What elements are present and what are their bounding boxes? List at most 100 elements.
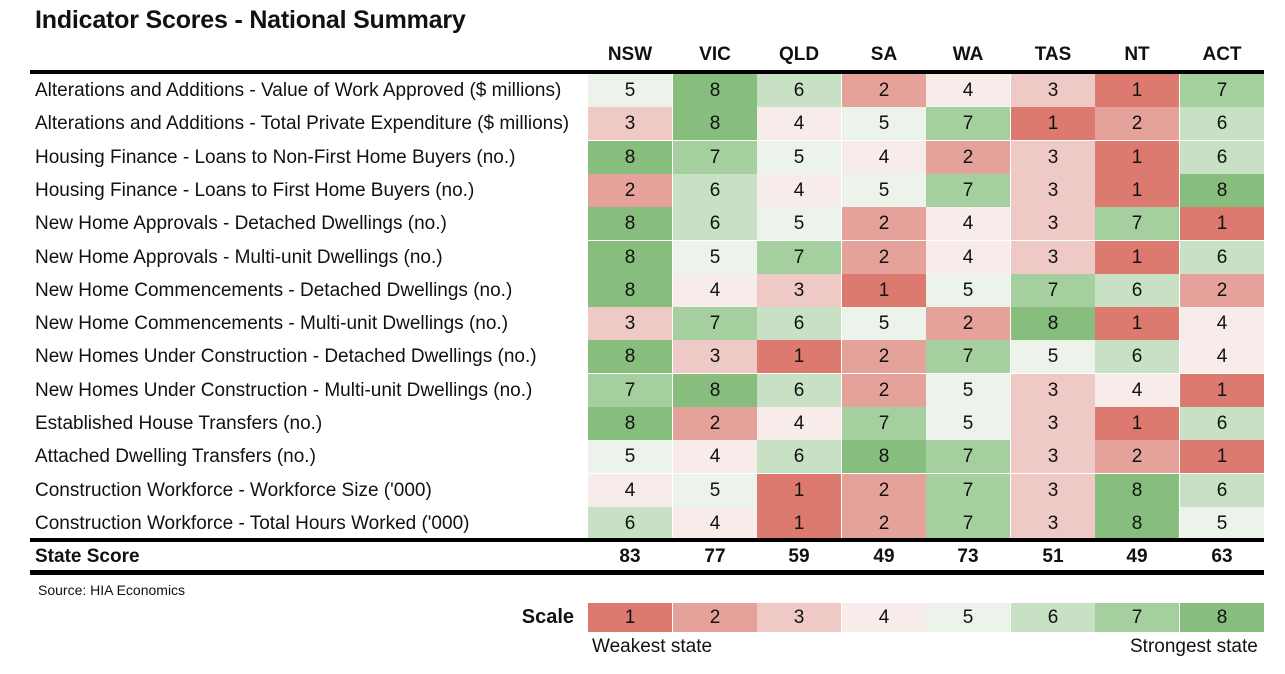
score-cell: 7 (673, 307, 757, 340)
indicator-label: New Home Commencements - Detached Dwelli… (35, 280, 513, 301)
state-header-nt: NT (1124, 44, 1150, 65)
state-header-tas: TAS (1034, 44, 1072, 65)
score-cell: 8 (1095, 507, 1179, 540)
score-cell: 2 (842, 241, 926, 274)
page-title: Indicator Scores - National Summary (35, 6, 466, 34)
scale-swatch: 7 (1095, 603, 1179, 632)
state-header-wa: WA (952, 44, 984, 65)
state-header-nsw: NSW (607, 44, 653, 65)
state-score-label: State Score (35, 546, 140, 567)
score-cell: 6 (1095, 340, 1179, 373)
scale-strongest-caption: Strongest state (1130, 636, 1258, 657)
score-cell: 8 (1011, 307, 1095, 340)
score-cell: 6 (1180, 407, 1264, 440)
score-cell: 3 (1011, 407, 1095, 440)
score-cell: 8 (1095, 474, 1179, 507)
scale-swatch: 5 (926, 603, 1010, 632)
score-cell: 1 (1180, 440, 1264, 473)
score-cell: 1 (1095, 174, 1179, 207)
score-cell: 2 (673, 407, 757, 440)
score-cell: 5 (926, 374, 1010, 407)
score-cell: 4 (1180, 307, 1264, 340)
state-score-value: 49 (1126, 546, 1148, 567)
scale-swatch: 8 (1180, 603, 1264, 632)
score-cell: 2 (1180, 274, 1264, 307)
score-cell: 8 (588, 340, 672, 373)
scale-swatch: 3 (757, 603, 841, 632)
score-cell: 3 (1011, 207, 1095, 240)
score-cell: 5 (842, 107, 926, 140)
state-header-sa: SA (870, 44, 898, 65)
indicator-label: Housing Finance - Loans to Non-First Hom… (35, 147, 516, 168)
score-cell: 6 (1180, 474, 1264, 507)
score-cell: 7 (757, 241, 841, 274)
indicator-label: Established House Transfers (no.) (35, 413, 323, 434)
score-cell: 8 (588, 274, 672, 307)
score-cell: 1 (1180, 207, 1264, 240)
score-cell: 6 (757, 374, 841, 407)
indicator-label: New Home Approvals - Multi-unit Dwelling… (35, 247, 443, 268)
score-cell: 5 (926, 274, 1010, 307)
score-cell: 6 (757, 74, 841, 107)
score-cell: 5 (842, 174, 926, 207)
score-cell: 1 (757, 507, 841, 540)
score-cell: 4 (757, 174, 841, 207)
state-score-value: 51 (1042, 546, 1064, 567)
top-rule (30, 70, 1264, 74)
score-cell: 3 (1011, 241, 1095, 274)
score-cell: 3 (588, 307, 672, 340)
scale-swatch: 2 (673, 603, 757, 632)
score-cell: 2 (926, 307, 1010, 340)
score-cell: 7 (1011, 274, 1095, 307)
score-top-rule (30, 538, 1264, 542)
score-bottom-rule (30, 570, 1264, 575)
score-cell: 6 (673, 207, 757, 240)
score-cell: 5 (673, 241, 757, 274)
score-cell: 7 (926, 474, 1010, 507)
scale-weakest-caption: Weakest state (592, 636, 713, 657)
score-cell: 8 (588, 141, 672, 174)
score-cell: 5 (588, 440, 672, 473)
indicator-label: Housing Finance - Loans to First Home Bu… (35, 180, 475, 201)
score-cell: 4 (757, 407, 841, 440)
score-cell: 7 (673, 141, 757, 174)
score-cell: 5 (673, 474, 757, 507)
score-cell: 4 (926, 241, 1010, 274)
indicator-label: New Home Commencements - Multi-unit Dwel… (35, 313, 509, 334)
score-cell: 3 (588, 107, 672, 140)
score-cell: 6 (588, 507, 672, 540)
score-cell: 4 (1095, 374, 1179, 407)
score-cell: 4 (588, 474, 672, 507)
score-cell: 5 (588, 74, 672, 107)
score-cell: 7 (926, 107, 1010, 140)
score-cell: 3 (1011, 440, 1095, 473)
score-cell: 8 (842, 440, 926, 473)
score-cell: 1 (1095, 307, 1179, 340)
state-score-value: 49 (873, 546, 895, 567)
scale-swatch: 4 (842, 603, 926, 632)
score-cell: 6 (673, 174, 757, 207)
indicator-label: Construction Workforce - Workforce Size … (35, 480, 432, 501)
score-cell: 6 (1180, 107, 1264, 140)
score-cell: 2 (1095, 440, 1179, 473)
indicator-label: Attached Dwelling Transfers (no.) (35, 446, 316, 467)
score-cell: 2 (842, 340, 926, 373)
score-cell: 3 (1011, 374, 1095, 407)
score-cell: 8 (1180, 174, 1264, 207)
state-score-value: 77 (704, 546, 726, 567)
indicator-label: New Homes Under Construction - Detached … (35, 346, 537, 367)
score-cell: 3 (757, 274, 841, 307)
score-cell: 8 (673, 74, 757, 107)
score-cell: 8 (588, 241, 672, 274)
score-cell: 1 (757, 474, 841, 507)
indicator-label: Construction Workforce - Total Hours Wor… (35, 513, 470, 534)
score-cell: 2 (842, 207, 926, 240)
indicator-label: New Homes Under Construction - Multi-uni… (35, 380, 533, 401)
score-cell: 1 (1011, 107, 1095, 140)
score-cell: 1 (842, 274, 926, 307)
score-cell: 1 (1180, 374, 1264, 407)
score-cell: 3 (1011, 174, 1095, 207)
score-cell: 7 (1180, 74, 1264, 107)
score-cell: 2 (842, 74, 926, 107)
score-cell: 2 (588, 174, 672, 207)
